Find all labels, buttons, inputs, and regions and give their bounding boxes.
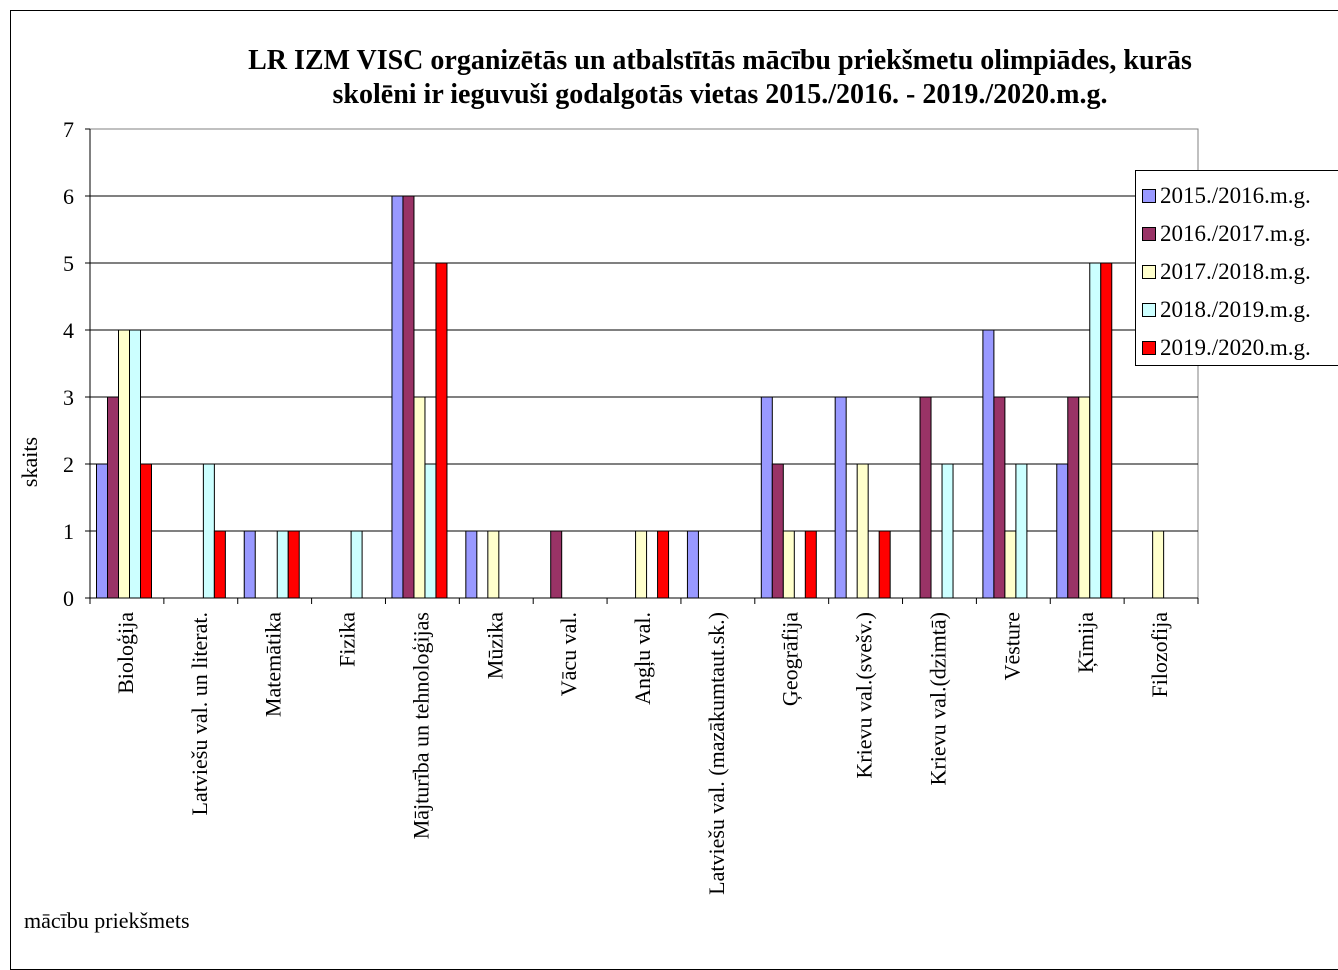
bar [771,463,784,599]
bar [919,396,932,599]
bar [402,195,415,599]
legend-label: 2017./2018.m.g. [1160,259,1311,284]
legend: 2015./2016.m.g. 2016./2017.m.g. 2017./2018… [1135,170,1338,366]
bar [686,530,699,599]
legend-swatch [1142,265,1156,279]
x-tick-label: Vācu val. [556,612,581,696]
bar [1056,463,1069,599]
bar [129,329,141,599]
bar [804,530,817,599]
bar [982,329,995,599]
x-tick-label: Krievu val.(svešv.) [852,612,877,779]
bar [1078,396,1091,599]
bar [1015,463,1028,599]
bar [465,530,478,599]
bar [424,463,437,599]
plot-border [89,128,1199,599]
y-tick-label: 0 [63,586,74,611]
x-tick-label: Bioloģija [113,612,138,694]
legend-item: 2017./2018.m.g. [1142,253,1338,291]
bar [287,530,300,599]
bar [878,530,891,599]
x-tick-label: Mājturība un tehnoloģijas [408,612,433,839]
bar [243,530,256,599]
bar [413,396,426,599]
bar [213,530,226,599]
bar [391,195,404,599]
x-tick-label: Vēsture [999,612,1024,680]
x-tick-label: Mūzika [482,612,507,679]
bar [435,262,448,599]
x-tick-label: Ģeogrāfija [778,612,803,706]
bar [760,396,773,599]
bar [96,463,108,599]
legend-swatch [1142,303,1156,317]
bar [487,530,500,599]
bar [350,530,363,599]
x-tick-label: Filozofija [1147,612,1172,698]
x-tick-label: Fizika [335,612,360,667]
bar [834,396,847,599]
chart-title: LR IZM VISC organizētās un atbalstītās m… [100,44,1338,112]
bar [107,396,119,599]
legend-swatch [1142,189,1156,203]
x-tick-label: Krievu val.(dzimtā) [925,612,950,786]
y-tick-label: 1 [63,519,74,544]
bar [202,463,215,599]
y-tick-label: 4 [63,318,74,343]
y-tick-label: 5 [63,251,74,276]
legend-label: 2019./2020.m.g. [1160,335,1311,360]
legend-item: 2019./2020.m.g. [1142,329,1338,367]
x-tick-label: Ķīmija [1073,612,1098,673]
bar [1067,396,1080,599]
legend-label: 2016./2017.m.g. [1160,221,1311,246]
bar [1100,262,1113,599]
y-tick-label: 2 [63,452,74,477]
bar [276,530,289,599]
legend-label: 2018./2019.m.g. [1160,297,1311,322]
bar [993,396,1006,599]
legend-item: 2016./2017.m.g. [1142,215,1338,253]
bar [1152,530,1165,599]
chart-title-line-1: LR IZM VISC organizētās un atbalstītās m… [248,45,1192,76]
bar [1089,262,1102,599]
bar [782,530,795,599]
bar [856,463,869,599]
x-tick-label: Latviešu val. (mazākumtaut.sk.) [704,612,729,895]
legend-label: 2015./2016.m.g. [1160,183,1311,208]
y-tick-label: 7 [63,117,74,142]
legend-swatch [1142,341,1156,355]
bar [635,530,648,599]
y-tick-label: 6 [63,184,74,209]
legend-item: 2018./2019.m.g. [1142,291,1338,329]
x-axis-label: mācību priekšmets [24,908,190,933]
legend-swatch [1142,227,1156,241]
legend-item: 2015./2016.m.g. [1142,177,1338,215]
bar [118,329,130,599]
bar [550,530,563,599]
bar [941,463,954,599]
x-tick-label: Angļu val. [630,612,655,705]
bar [1004,530,1017,599]
x-tick-label: Latviešu val. un literat. [187,612,212,815]
bar [140,463,152,599]
y-tick-label: 3 [63,385,74,410]
bar [657,530,670,599]
chart-title-line-2: skolēni ir ieguvuši godalgotās vietas 20… [332,79,1108,110]
x-tick-label: Matemātika [261,612,286,717]
